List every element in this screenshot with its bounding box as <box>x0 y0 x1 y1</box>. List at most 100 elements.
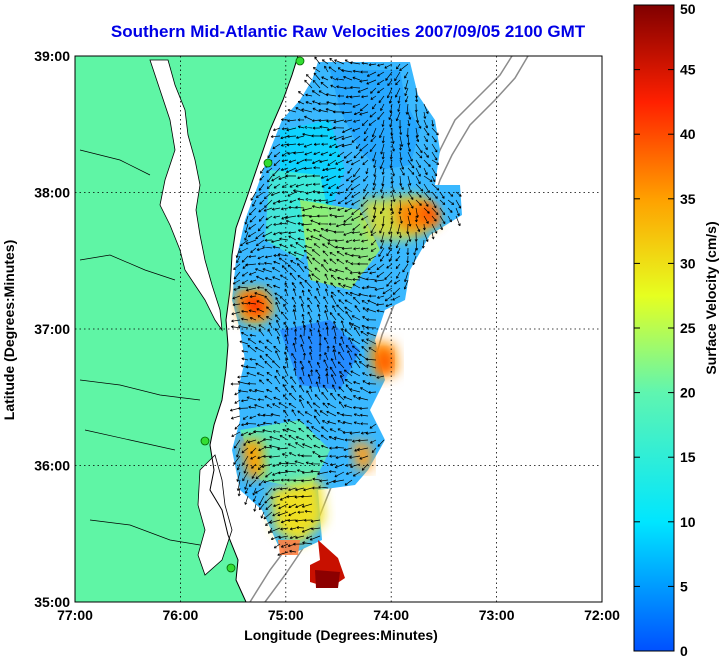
velocity-arrow <box>334 268 345 273</box>
velocity-arrow <box>305 237 313 241</box>
velocity-arrow <box>279 296 289 305</box>
velocity-arrow <box>277 551 289 557</box>
velocity-arrow <box>381 119 385 127</box>
velocity-arrow <box>279 243 289 249</box>
velocity-arrow <box>379 207 385 215</box>
velocity-arrow <box>330 294 337 305</box>
velocity-arrow <box>294 460 305 465</box>
velocity-arrow <box>353 111 361 116</box>
velocity-arrow <box>262 268 273 273</box>
velocity-arrow <box>386 87 393 99</box>
velocity-arrow <box>405 239 409 247</box>
velocity-arrow <box>332 479 345 484</box>
velocity-arrow <box>398 207 402 215</box>
velocity-arrow <box>333 320 337 329</box>
velocity-arrow <box>278 257 289 265</box>
velocity-arrow <box>327 159 337 166</box>
velocity-arrow <box>245 422 257 426</box>
velocity-arrow <box>316 361 321 369</box>
velocity-arrow <box>306 390 313 401</box>
velocity-arrow <box>243 439 249 447</box>
velocity-arrow <box>275 297 281 305</box>
velocity-arrow <box>300 366 305 377</box>
velocity-arrow <box>273 421 281 425</box>
velocity-arrow <box>232 303 241 307</box>
lon-tick-5: 72:00 <box>584 607 620 623</box>
velocity-arrow <box>276 336 281 345</box>
velocity-arrow <box>341 413 353 417</box>
velocity-arrow <box>431 215 437 222</box>
velocity-arrow <box>376 271 385 278</box>
grid-lines <box>75 56 602 602</box>
velocity-arrow <box>395 239 401 249</box>
velocity-arrow <box>245 263 257 267</box>
velocity-arrow <box>338 167 345 171</box>
velocity-arrow <box>366 318 377 322</box>
velocity-arrow <box>255 239 265 247</box>
velocity-arrow <box>396 271 401 279</box>
velocity-arrow <box>248 389 257 393</box>
velocity-arrow <box>363 183 369 192</box>
velocity-arrow <box>268 455 281 459</box>
velocity-arrow <box>319 459 329 465</box>
velocity-arrow <box>265 223 273 229</box>
velocity-arrow <box>277 511 289 517</box>
velocity-arrow <box>329 252 337 257</box>
velocity-arrow <box>381 191 385 199</box>
velocity-arrow <box>281 183 289 188</box>
velocity-arrow <box>266 167 273 173</box>
velocity-arrow <box>301 454 313 458</box>
velocity-arrow <box>285 167 297 173</box>
velocity-arrow <box>351 323 361 329</box>
velocity-arrow <box>324 65 329 73</box>
velocity-arrow <box>414 103 418 113</box>
velocity-arrow <box>392 287 401 295</box>
velocity-arrow <box>240 431 249 436</box>
velocity-arrow <box>250 247 257 254</box>
velocity-arrow <box>276 369 281 377</box>
velocity-arrow <box>384 271 393 280</box>
velocity-arrow <box>311 134 321 138</box>
velocity-arrow <box>328 436 337 441</box>
velocity-arrow <box>288 503 297 509</box>
velocity-arrow <box>377 71 385 77</box>
velocity-arrow <box>324 273 329 281</box>
velocity-arrow <box>312 451 321 457</box>
velocity-arrow <box>339 370 345 377</box>
velocity-arrow <box>318 353 322 361</box>
velocity-arrow <box>272 245 281 249</box>
velocity-arrow <box>289 199 297 204</box>
velocity-arrow <box>291 409 297 417</box>
velocity-arrow <box>371 215 377 223</box>
velocity-arrow <box>309 319 313 329</box>
velocity-arrow <box>447 207 453 213</box>
velocity-arrow <box>297 175 305 180</box>
velocity-arrow <box>348 337 353 345</box>
velocity-arrow <box>351 207 361 215</box>
velocity-arrow <box>244 215 249 225</box>
velocity-arrow <box>378 247 385 257</box>
velocity-arrow <box>241 301 249 305</box>
velocity-arrow <box>360 151 369 159</box>
velocity-arrow <box>289 527 297 531</box>
velocity-arrow <box>272 487 281 491</box>
velocity-arrow <box>258 495 265 506</box>
velocity-arrow <box>257 286 265 290</box>
velocity-arrow <box>359 413 369 417</box>
velocity-arrow <box>285 345 289 353</box>
velocity-arrow <box>332 349 337 361</box>
velocity-arrow <box>241 349 249 353</box>
velocity-arrow <box>407 231 412 242</box>
velocity-arrow <box>407 111 412 120</box>
velocity-arrow <box>302 207 313 212</box>
velocity-arrow <box>263 437 273 441</box>
velocity-arrow <box>266 404 273 409</box>
velocity-arrow <box>236 255 241 264</box>
velocity-arrow <box>298 427 305 433</box>
velocity-arrow <box>245 239 257 245</box>
velocity-arrow <box>268 322 273 329</box>
velocity-arrow <box>361 61 369 65</box>
velocity-arrow <box>289 183 297 188</box>
lat-tick-3: 36:00 <box>34 458 70 474</box>
velocity-arrow <box>399 159 405 170</box>
